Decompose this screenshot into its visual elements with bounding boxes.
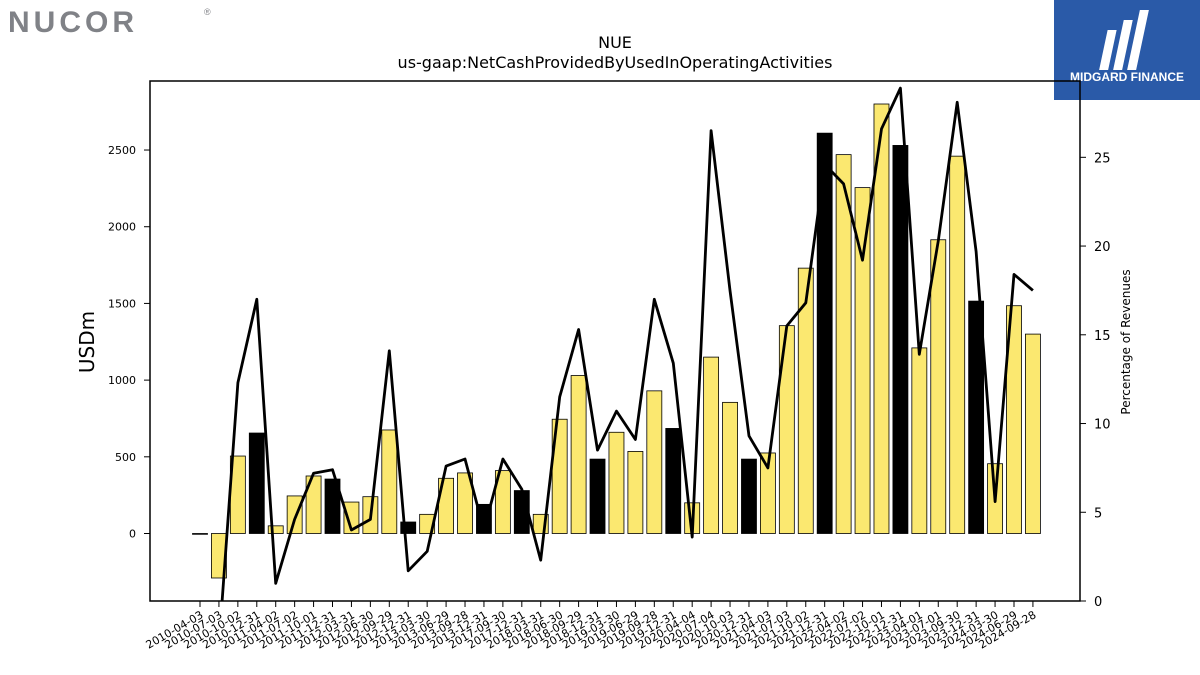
bar-2018-12-31 [589, 458, 606, 534]
bar-2019-03-30 [608, 431, 625, 534]
registered-mark: ® [204, 7, 211, 17]
y-tick-label: 1500 [108, 297, 136, 310]
percentage-line [220, 86, 1034, 601]
bar-2019-09-28 [646, 390, 663, 534]
bar-2023-09-30 [949, 155, 966, 534]
bar-2011-12-31 [324, 478, 341, 534]
bar-series [192, 103, 1041, 579]
y2-axis: 0 5 10 15 20 25 [1080, 151, 1111, 610]
midgard-finance-logo: MIDGARD FINANCE [1054, 0, 1200, 100]
plot-frame [149, 80, 1081, 602]
bar-2011-04-02 [267, 525, 284, 534]
y-tick-label: 0 [129, 528, 136, 541]
bar-2021-12-31 [816, 132, 833, 534]
x-axis: 2010-04-032010-07-032010-10-022010-12-31… [144, 601, 1038, 652]
bar-2022-10-01 [873, 103, 890, 534]
bar-2024-09-28 [1025, 333, 1041, 534]
bar-2022-07-02 [854, 187, 871, 534]
bar-2023-07-01 [930, 239, 947, 534]
bar-2013-09-28 [457, 472, 473, 534]
bar-2021-10-02 [797, 267, 814, 534]
y2-tick-label: 25 [1094, 151, 1111, 166]
bar-2012-03-31 [343, 501, 360, 534]
bar-2023-12-31 [968, 300, 985, 534]
y-tick-label: 2000 [108, 221, 136, 234]
y-tick-label: 1000 [108, 374, 136, 387]
bar-2010-04-03 [192, 533, 208, 535]
bar-2022-04-02 [835, 154, 852, 534]
y2-tick-label: 15 [1094, 329, 1111, 344]
nucor-logo-text: NUCOR [8, 6, 138, 38]
bar-2010-12-31 [248, 432, 265, 534]
bar-2024-06-29 [1006, 305, 1022, 534]
bar-2017-09-30 [494, 470, 511, 534]
bar-2011-07-02 [286, 495, 303, 534]
bar-2020-12-31 [741, 458, 757, 534]
bar-2012-09-29 [381, 429, 398, 534]
bar-2022-12-31 [892, 145, 909, 534]
bar-2018-06-30 [551, 418, 568, 534]
bar-2023-04-01 [911, 347, 928, 534]
midgard-logo-mark: MIDGARD FINANCE [1070, 10, 1184, 84]
y-axis-label: USDm [75, 311, 99, 373]
y2-tick-label: 20 [1094, 240, 1111, 255]
bar-2020-10-03 [722, 401, 738, 534]
y2-tick-label: 0 [1094, 595, 1102, 610]
bar-2012-12-31 [400, 521, 417, 534]
y-axis: 0 500 1000 1500 2000 2500 [108, 144, 150, 541]
bar-2019-06-29 [627, 451, 644, 534]
bar-2018-09-29 [570, 375, 587, 534]
line-series [220, 86, 1034, 601]
midgard-logo-text: MIDGARD FINANCE [1070, 70, 1184, 84]
bar-2019-12-31 [665, 428, 682, 534]
y-tick-label: 2500 [108, 144, 136, 157]
y2-tick-label: 10 [1094, 418, 1111, 433]
y-tick-label: 500 [115, 451, 136, 464]
nucor-logo: NUCOR ® [8, 6, 211, 38]
y2-axis-label: Percentage of Revenues [1119, 269, 1133, 414]
bar-2021-04-03 [760, 452, 776, 534]
y2-tick-label: 5 [1094, 506, 1102, 521]
bar-2020-07-04 [703, 356, 720, 534]
chart-title: NUE [598, 33, 632, 52]
chart-subtitle: us-gaap:NetCashProvidedByUsedInOperating… [398, 53, 833, 72]
